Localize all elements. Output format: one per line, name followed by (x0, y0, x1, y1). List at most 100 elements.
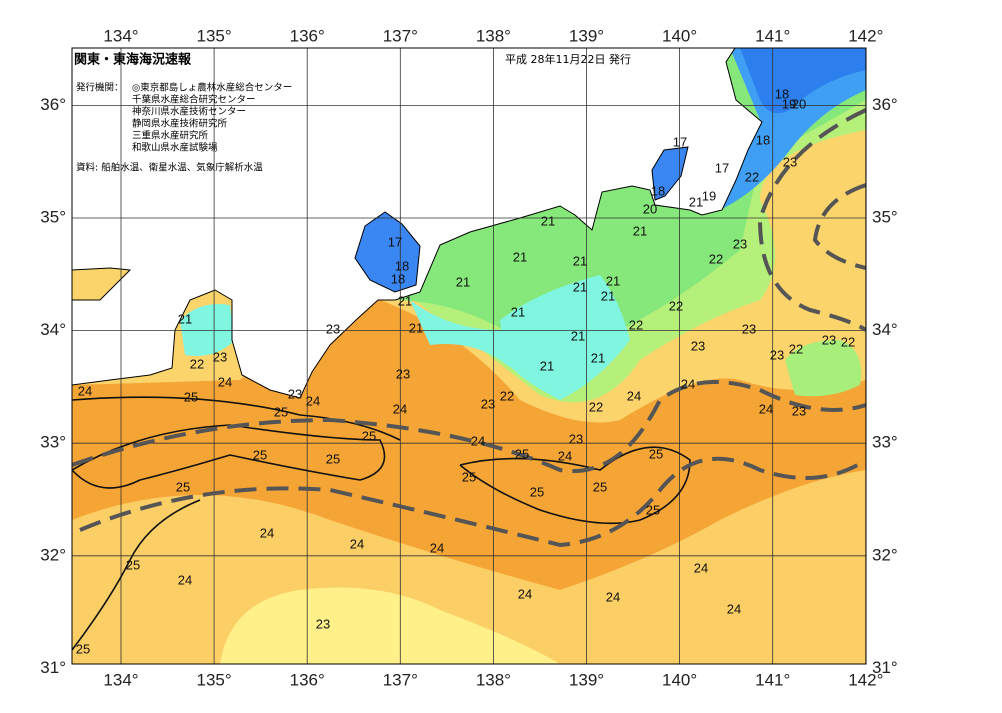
map-frame (71, 47, 867, 665)
contour-label: 23 (733, 236, 747, 251)
contour-label: 23 (288, 386, 302, 401)
contour-label: 21 (573, 279, 587, 294)
contour-label: 21 (606, 273, 620, 288)
lat-label: 36° (40, 95, 66, 114)
contour-label: 21 (573, 253, 587, 268)
contour-label: 23 (569, 431, 583, 446)
lat-label: 36° (872, 95, 898, 114)
contour-label: 24 (518, 586, 532, 601)
contour-label: 17 (388, 234, 402, 249)
contour-label: 23 (396, 366, 410, 381)
contour-label: 25 (126, 557, 140, 572)
contour-label: 23 (213, 349, 227, 364)
contour-label: 22 (190, 356, 204, 371)
lon-label: 134° (103, 670, 138, 689)
contour-label: 25 (515, 446, 529, 461)
contour-label: 24 (178, 572, 192, 587)
contour-label: 21 (591, 350, 605, 365)
contour-label: 25 (649, 446, 663, 461)
contour-label: 23 (691, 338, 705, 353)
contour-label: 24 (759, 401, 773, 416)
lon-label: 141° (755, 26, 790, 45)
lon-label: 139° (569, 670, 604, 689)
land (72, 48, 763, 399)
contour-label: 25 (274, 404, 288, 419)
publisher: 静岡県水産技術研究所 (132, 118, 228, 130)
issue-date: 平成 28年11月22日 発行 (505, 52, 631, 66)
contour-label: 21 (456, 274, 470, 289)
contour-label: 23 (783, 154, 797, 169)
lat-label: 31° (40, 658, 66, 677)
contour-label: 21 (689, 194, 703, 209)
publisher: ◎東京都島しょ農林水産総合センター (132, 82, 292, 94)
contour-label: 25 (530, 484, 544, 499)
contour-label: 18 (775, 86, 789, 101)
contour-label: 17 (715, 160, 729, 175)
contour-label: 21 (541, 213, 555, 228)
lon-label: 136° (290, 670, 325, 689)
lon-label: 137° (383, 670, 418, 689)
contour-label: 24 (558, 448, 572, 463)
contour-label: 25 (76, 641, 90, 656)
tokyo-bay (651, 146, 689, 201)
graticule (72, 48, 866, 664)
lat-label: 32° (872, 545, 898, 564)
contour-label: 20 (792, 96, 806, 111)
lon-label: 138° (476, 670, 511, 689)
contour-label: 23 (481, 396, 495, 411)
contour-label: 24 (306, 393, 320, 408)
contour-label: 22 (500, 388, 514, 403)
sea-zone (220, 587, 560, 664)
data-source: 資料: 船舶水温、衛星水温、気象庁解析水温 (76, 162, 263, 174)
contour-label: 21 (178, 311, 192, 326)
publisher: 千葉県水産総合研究センター (132, 94, 256, 106)
contour-label: 22 (709, 251, 723, 266)
contour-label: 21 (540, 358, 554, 373)
publisher: 神奈川県水産技術センター (132, 106, 246, 118)
contour-label: 18 (395, 258, 409, 273)
contour-label: 24 (350, 536, 364, 551)
lat-label: 31° (872, 658, 898, 677)
contour-label: 18 (391, 271, 405, 286)
contour-label: 23 (822, 332, 836, 347)
lon-label: 136° (290, 26, 325, 45)
sea-zone (180, 304, 235, 356)
contour-label: 19 (782, 96, 796, 111)
map-title: 関東・東海海況速報 (74, 52, 192, 68)
contour-label: 25 (176, 479, 190, 494)
contour-label: 19 (702, 188, 716, 203)
lat-label: 35° (40, 207, 66, 226)
lon-label: 140° (662, 670, 697, 689)
lon-label: 139° (569, 26, 604, 45)
contour-label: 21 (511, 304, 525, 319)
publishers: ◎東京都島しょ農林水産総合センター千葉県水産総合研究センター神奈川県水産技術セン… (132, 82, 292, 154)
contour-label: 23 (792, 403, 806, 418)
lon-label: 135° (197, 26, 232, 45)
contour-label: 24 (78, 383, 92, 398)
lon-label: 142° (848, 670, 883, 689)
lat-label: 34° (40, 320, 66, 339)
lon-label: 138° (476, 26, 511, 45)
contour-label: 25 (253, 447, 267, 462)
contour-label: 24 (430, 540, 444, 555)
contour-label: 22 (841, 334, 855, 349)
contour-label: 22 (789, 341, 803, 356)
contour-label: 23 (770, 347, 784, 362)
lat-label: 32° (40, 545, 66, 564)
contour-label: 24 (260, 525, 274, 540)
contour-label: 24 (471, 433, 485, 448)
contour-label: 23 (326, 321, 340, 336)
contour-label: 24 (627, 388, 641, 403)
contour-label: 25 (362, 428, 376, 443)
lon-label: 135° (197, 670, 232, 689)
contour-label: 22 (669, 298, 683, 313)
isotherm-25 (72, 396, 691, 651)
contour-label: 25 (184, 389, 198, 404)
contour-label: 22 (745, 169, 759, 184)
kuroshio-axis (72, 108, 866, 548)
contour-label: 23 (316, 616, 330, 631)
lat-label: 35° (872, 207, 898, 226)
